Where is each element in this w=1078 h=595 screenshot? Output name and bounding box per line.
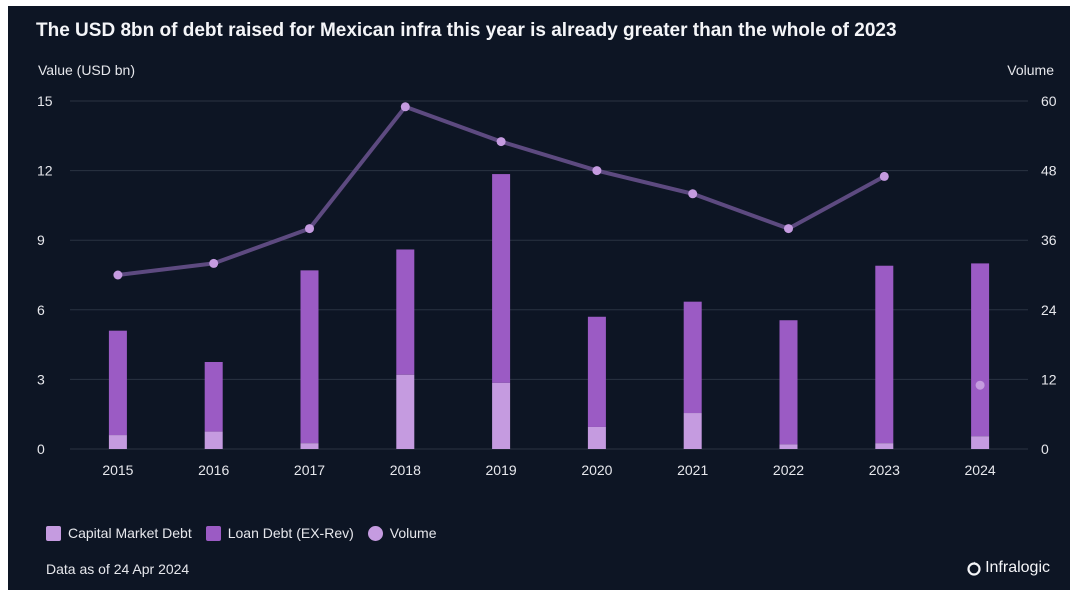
bar-capital-market-debt (492, 382, 511, 449)
legend-label-capital-market-debt: Capital Market Debt (68, 525, 192, 541)
x-tick-label: 2018 (390, 462, 421, 478)
bar-capital-market-debt (587, 426, 606, 449)
y2-tick-label: 48 (1041, 163, 1057, 179)
y-tick-label: 9 (37, 232, 45, 248)
chart-card: The USD 8bn of debt raised for Mexican i… (8, 6, 1070, 590)
volume-point (113, 270, 123, 280)
bar-loan-debt (683, 301, 702, 414)
bar-loan-debt (971, 263, 990, 437)
volume-point (688, 189, 698, 199)
bar-capital-market-debt (875, 443, 894, 449)
x-tick-label: 2019 (486, 462, 517, 478)
y-tick-label: 15 (37, 93, 53, 109)
legend-label-volume: Volume (389, 525, 437, 541)
volume-point (784, 224, 793, 234)
legend-item-loan-debt: Loan Debt (EX-Rev) (205, 525, 354, 541)
x-tick-label: 2024 (965, 462, 996, 478)
left-axis-label: Value (USD bn) (38, 62, 136, 78)
brand-name: Infralogic (985, 559, 1050, 576)
volume-point (975, 380, 985, 390)
legend-item-volume: Volume (367, 525, 437, 541)
y2-tick-label: 12 (1041, 371, 1057, 387)
infralogic-logo-icon (967, 561, 981, 576)
legend-label-loan-debt: Loan Debt (EX-Rev) (227, 525, 354, 541)
bar-loan-debt (396, 249, 415, 375)
footnote: Data as of 24 Apr 2024 (46, 561, 190, 577)
y2-tick-label: 0 (1041, 441, 1049, 457)
brand-logo: Infralogic (966, 559, 1050, 577)
bar-capital-market-debt (204, 431, 223, 449)
x-tick-label: 2015 (102, 462, 133, 478)
bar-loan-debt (300, 270, 319, 444)
bar-capital-market-debt (971, 436, 990, 449)
x-tick-label: 2022 (773, 462, 804, 478)
bar-capital-market-debt (779, 444, 798, 449)
chart-title: The USD 8bn of debt raised for Mexican i… (36, 20, 897, 41)
x-tick-label: 2017 (294, 462, 325, 478)
right-axis-label: Volume (1007, 62, 1054, 78)
x-tick-label: 2021 (677, 462, 708, 478)
bar-loan-debt (108, 330, 127, 436)
y-tick-label: 12 (37, 163, 53, 179)
x-tick-label: 2016 (198, 462, 229, 478)
y2-tick-label: 60 (1041, 93, 1057, 109)
legend: Capital Market Debt Loan Debt (EX-Rev) V… (46, 525, 450, 541)
volume-point (400, 102, 410, 112)
volume-point (305, 224, 314, 234)
legend-swatch-loan-debt (205, 525, 221, 541)
y2-tick-label: 24 (1041, 302, 1057, 318)
volume-point (592, 166, 602, 176)
bar-capital-market-debt (683, 413, 702, 449)
y-tick-label: 0 (37, 441, 45, 457)
chart-plot: 0 0 3 12 6 24 9 36 12 48 15 60 2015 2016 2017 2018 2019 2… (37, 93, 1057, 478)
x-tick-label: 2023 (869, 462, 900, 478)
y-tick-label: 6 (37, 302, 45, 318)
volume-point (209, 258, 219, 268)
legend-item-capital-market-debt: Capital Market Debt (46, 525, 192, 541)
bar-loan-debt (779, 320, 798, 445)
bar-capital-market-debt (396, 374, 415, 449)
legend-swatch-volume (367, 525, 383, 541)
y-tick-label: 3 (37, 371, 45, 387)
volume-point (879, 171, 889, 181)
bar-loan-debt (492, 174, 511, 383)
x-tick-label: 2020 (581, 462, 612, 478)
bar-loan-debt (875, 265, 894, 444)
volume-point (496, 137, 506, 147)
y2-tick-label: 36 (1041, 232, 1057, 248)
bar-loan-debt (587, 316, 606, 427)
bar-loan-debt (204, 362, 223, 432)
bar-capital-market-debt (108, 435, 127, 449)
legend-swatch-capital-market-debt (46, 525, 61, 541)
bar-capital-market-debt (300, 443, 319, 449)
